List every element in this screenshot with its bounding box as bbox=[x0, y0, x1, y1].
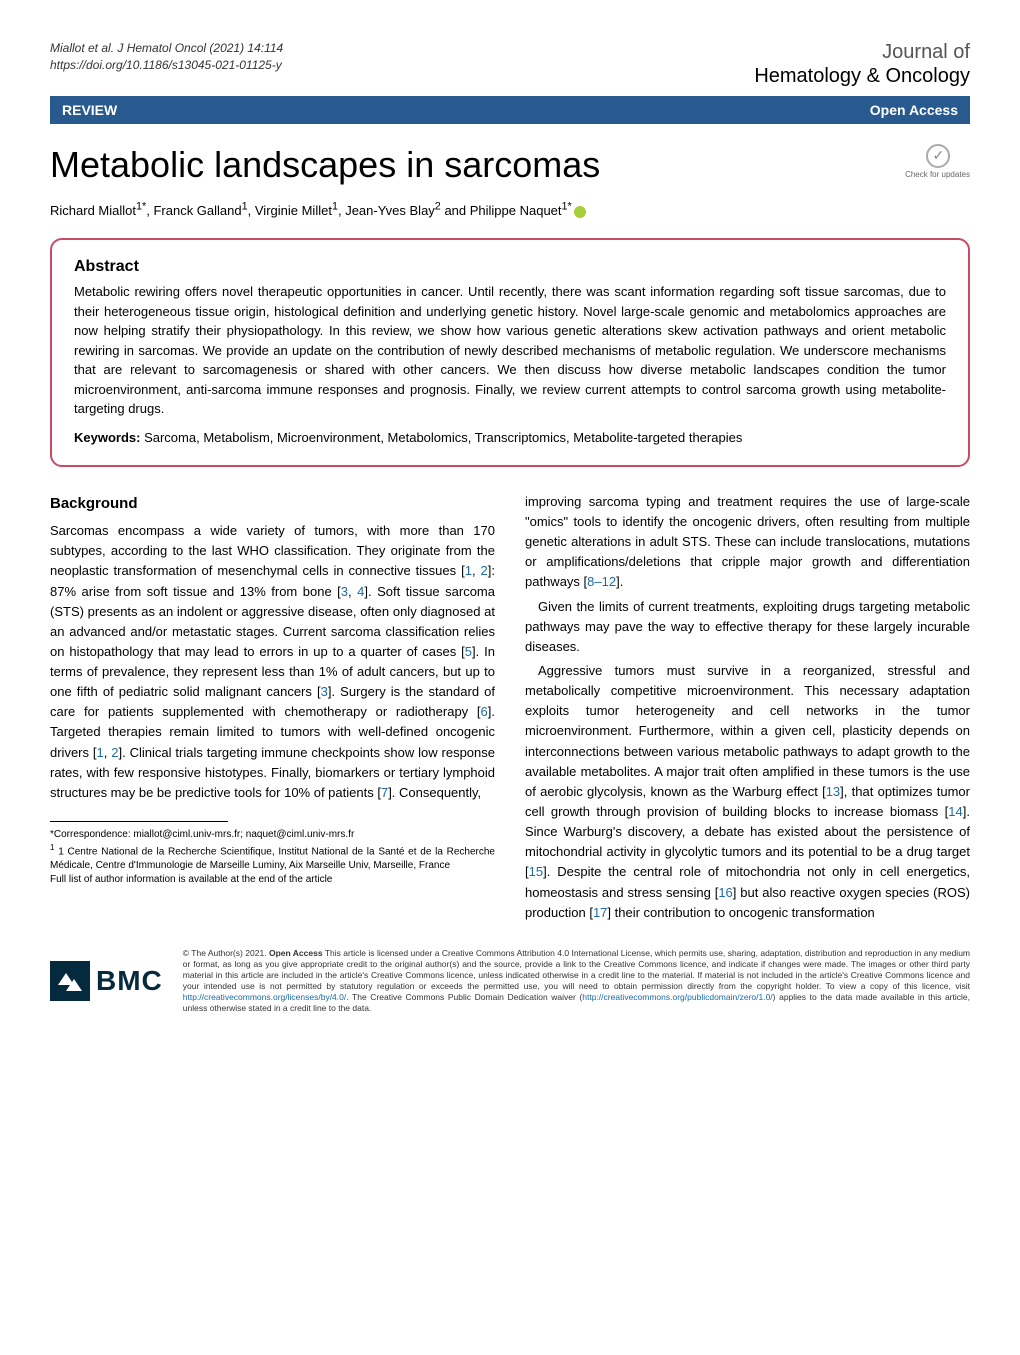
ref-16[interactable]: 16 bbox=[718, 885, 732, 900]
bmc-text: BMC bbox=[96, 965, 163, 997]
footnote-block: *Correspondence: miallot@ciml.univ-mrs.f… bbox=[50, 828, 495, 887]
header-row: Miallot et al. J Hematol Oncol (2021) 14… bbox=[50, 40, 970, 88]
bmc-icon bbox=[50, 961, 90, 1001]
ref-1b[interactable]: 1 bbox=[97, 745, 104, 760]
keywords-label: Keywords: bbox=[74, 430, 140, 445]
ref-17[interactable]: 17 bbox=[593, 905, 607, 920]
check-updates-text: Check for updates bbox=[905, 170, 970, 179]
journal-line1: Journal of bbox=[754, 40, 970, 64]
col2-para-1: improving sarcoma typing and treatment r… bbox=[525, 492, 970, 593]
check-icon bbox=[926, 144, 950, 168]
right-column: improving sarcoma typing and treatment r… bbox=[525, 492, 970, 923]
abstract-heading: Abstract bbox=[74, 258, 946, 276]
ref-13[interactable]: 13 bbox=[826, 784, 840, 799]
open-access-bold: Open Access bbox=[269, 948, 323, 958]
title-row: Metabolic landscapes in sarcomas Check f… bbox=[50, 144, 970, 186]
authors-line: Richard Miallot1*, Franck Galland1, Virg… bbox=[50, 201, 970, 218]
journal-line2: Hematology & Oncology bbox=[754, 64, 970, 88]
open-access-label: Open Access bbox=[870, 102, 958, 118]
bg-text: ] their contribution to oncogenic transf… bbox=[607, 905, 874, 920]
article-title: Metabolic landscapes in sarcomas bbox=[50, 144, 600, 186]
affil-text: 1 Centre National de la Recherche Scient… bbox=[50, 846, 495, 871]
license-link-1[interactable]: http://creativecommons.org/licenses/by/4… bbox=[183, 992, 346, 1002]
license-body2: . The Creative Commons Public Domain Ded… bbox=[346, 992, 582, 1002]
ref-14[interactable]: 14 bbox=[948, 804, 962, 819]
orcid-icon[interactable] bbox=[574, 206, 586, 218]
ref-6[interactable]: 6 bbox=[481, 704, 488, 719]
citation-doi: https://doi.org/10.1186/s13045-021-01125… bbox=[50, 57, 283, 74]
bg-text: Aggressive tumors must survive in a reor… bbox=[525, 663, 970, 799]
authors-text: Richard Miallot1*, Franck Galland1, Virg… bbox=[50, 203, 572, 218]
col2-para-3: Aggressive tumors must survive in a reor… bbox=[525, 661, 970, 923]
col2-para-2: Given the limits of current treatments, … bbox=[525, 597, 970, 657]
ref-1[interactable]: 1 bbox=[465, 563, 472, 578]
ref-2b[interactable]: 2 bbox=[111, 745, 118, 760]
footnote-rule bbox=[50, 821, 228, 822]
affiliation-1: 1 1 Centre National de la Recherche Scie… bbox=[50, 842, 495, 873]
ref-2[interactable]: 2 bbox=[481, 563, 488, 578]
journal-name: Journal of Hematology & Oncology bbox=[754, 40, 970, 88]
correspondence: *Correspondence: miallot@ciml.univ-mrs.f… bbox=[50, 828, 495, 842]
background-para-1: Sarcomas encompass a wide variety of tum… bbox=[50, 521, 495, 803]
copyright: © The Author(s) 2021. bbox=[183, 948, 269, 958]
body-columns: Background Sarcomas encompass a wide var… bbox=[50, 492, 970, 923]
ref-3[interactable]: 3 bbox=[341, 584, 348, 599]
ref-5[interactable]: 5 bbox=[465, 644, 472, 659]
bg-text: ]. bbox=[616, 574, 623, 589]
full-author-list-note: Full list of author information is avail… bbox=[50, 873, 495, 887]
ref-3b[interactable]: 3 bbox=[321, 684, 328, 699]
keywords-line: Keywords: Sarcoma, Metabolism, Microenvi… bbox=[74, 429, 946, 447]
left-column: Background Sarcomas encompass a wide var… bbox=[50, 492, 495, 923]
bmc-logo: BMC bbox=[50, 961, 163, 1001]
ref-8-12[interactable]: 8–12 bbox=[587, 574, 616, 589]
citation-block: Miallot et al. J Hematol Oncol (2021) 14… bbox=[50, 40, 283, 74]
background-heading: Background bbox=[50, 492, 495, 515]
review-label: REVIEW bbox=[62, 102, 117, 118]
ref-15[interactable]: 15 bbox=[529, 864, 543, 879]
review-bar: REVIEW Open Access bbox=[50, 96, 970, 124]
abstract-box: Abstract Metabolic rewiring offers novel… bbox=[50, 238, 970, 467]
bg-text: ]. Consequently, bbox=[388, 785, 481, 800]
license-text: © The Author(s) 2021. Open Access This a… bbox=[183, 948, 970, 1014]
license-link-2[interactable]: http://creativecommons.org/publicdomain/… bbox=[582, 992, 772, 1002]
check-updates-badge[interactable]: Check for updates bbox=[905, 144, 970, 179]
citation-line1: Miallot et al. J Hematol Oncol (2021) 14… bbox=[50, 40, 283, 57]
footer-row: BMC © The Author(s) 2021. Open Access Th… bbox=[50, 948, 970, 1014]
bg-text: Sarcomas encompass a wide variety of tum… bbox=[50, 523, 495, 578]
abstract-text: Metabolic rewiring offers novel therapeu… bbox=[74, 282, 946, 419]
keywords-text: Sarcoma, Metabolism, Microenvironment, M… bbox=[140, 430, 742, 445]
